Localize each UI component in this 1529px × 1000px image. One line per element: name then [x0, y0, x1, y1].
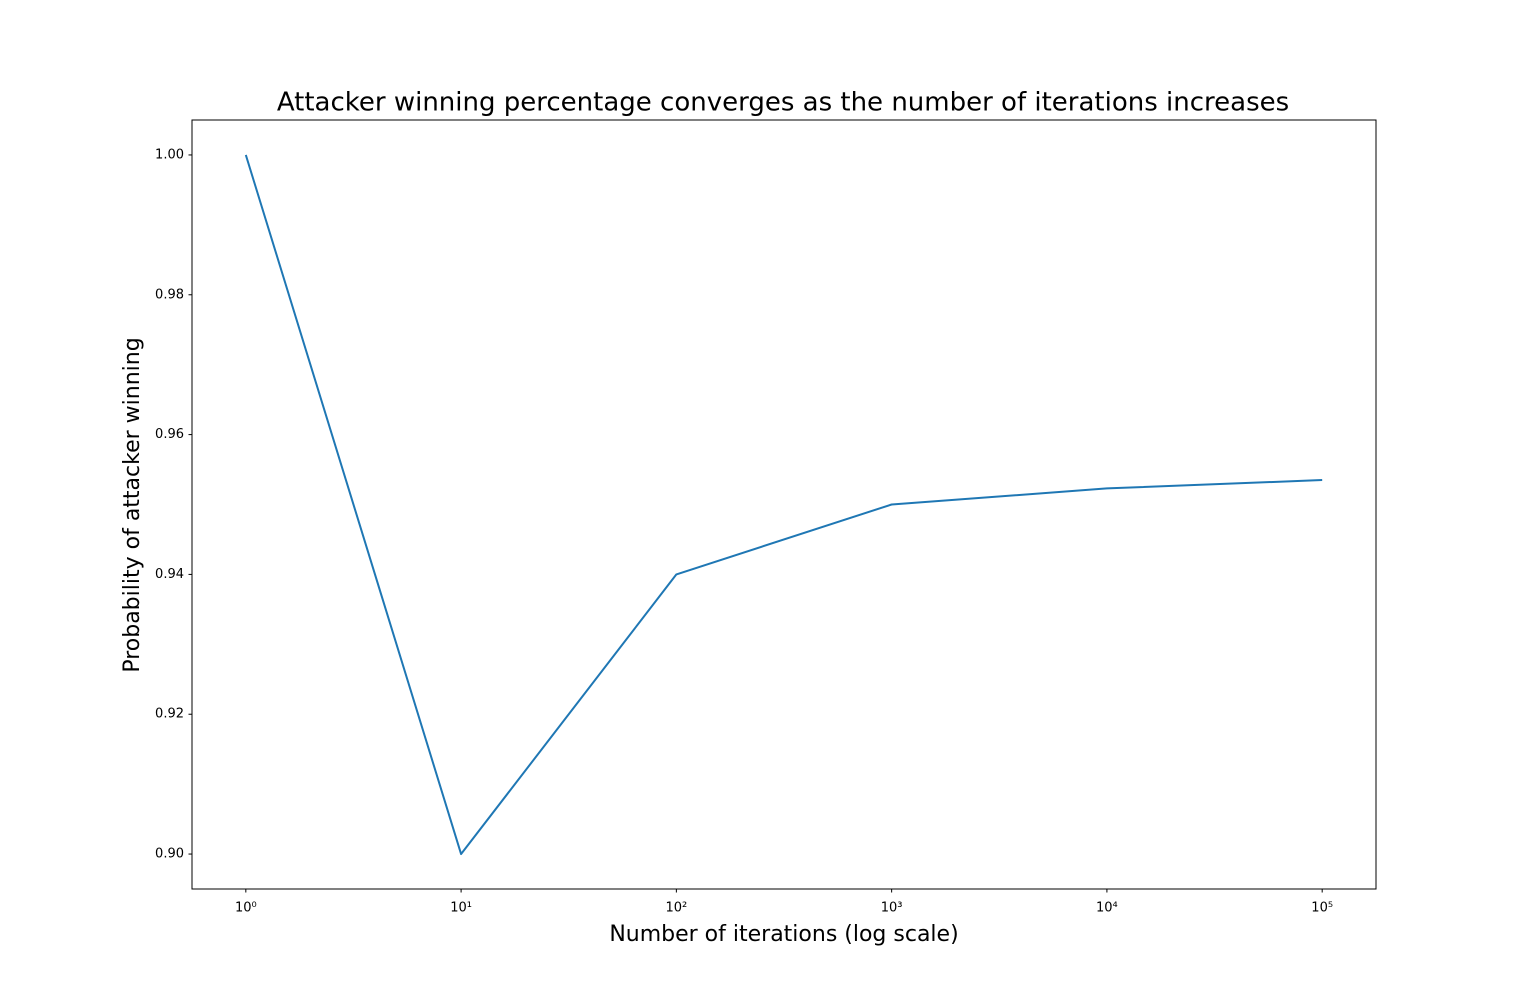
- data-line: [244, 154, 1323, 856]
- chart-title: Attacker winning percentage converges as…: [277, 88, 1289, 118]
- x-axis-label: Number of iterations (log scale): [609, 922, 958, 947]
- x-tick-label: 10⁰: [235, 901, 257, 916]
- y-tick-label: 0.98: [155, 287, 184, 302]
- y-tick-label: 1.00: [155, 147, 184, 162]
- x-tick-label: 10⁴: [1096, 901, 1118, 916]
- x-tick-label: 10³: [881, 901, 903, 916]
- y-tick-label: 0.96: [155, 427, 184, 442]
- x-tick-label: 10²: [665, 901, 687, 916]
- x-tick-label: 10¹: [450, 901, 472, 916]
- plot-frame: [191, 119, 1377, 890]
- y-tick-label: 0.94: [155, 567, 184, 582]
- x-tick-label: 10⁵: [1311, 901, 1333, 916]
- y-tick-label: 0.90: [155, 847, 184, 862]
- y-axis-label: Probability of attacker winning: [120, 337, 145, 672]
- y-tick-label: 0.92: [155, 707, 184, 722]
